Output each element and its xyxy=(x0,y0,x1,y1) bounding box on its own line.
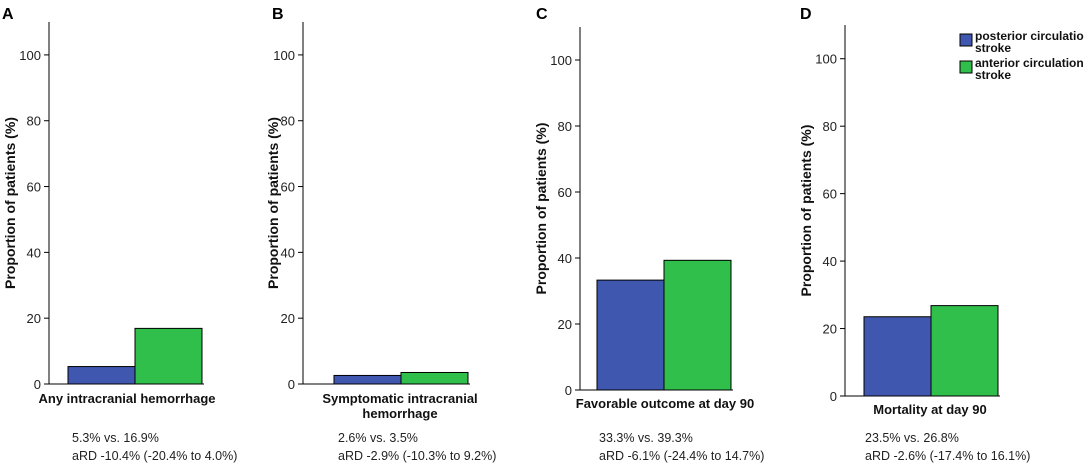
legend-label-anterior-line2: stroke xyxy=(975,68,1011,82)
panel-d-ytick-label-100: 100 xyxy=(815,52,837,67)
panel-b-bar-posterior xyxy=(333,374,402,385)
panel-b-ytick-label-80: 80 xyxy=(281,114,295,129)
panel-d-ytick-label-0: 0 xyxy=(830,389,837,404)
panel-d-ylabel: Proportion of patients (%) xyxy=(798,125,814,297)
panel-c-bar-anterior xyxy=(663,259,732,391)
panel-c-letter: C xyxy=(536,6,548,23)
panel-a-note-1: 5.3% vs. 16.9% xyxy=(72,431,159,445)
panel-a-ylabel: Proportion of patients (%) xyxy=(2,117,18,289)
panel-c-ytick-label-80: 80 xyxy=(558,119,572,134)
panel-d-ytick-label-40: 40 xyxy=(823,254,837,269)
panel-c-note-1: 33.3% vs. 39.3% xyxy=(599,431,693,445)
panel-b-ytick-label-0: 0 xyxy=(288,377,295,392)
panel-c-ylabel: Proportion of patients (%) xyxy=(533,123,549,295)
panel-d-note-2: aRD -2.6% (-17.4% to 16.1%) xyxy=(865,449,1030,463)
panel-c-ytick-label-40: 40 xyxy=(558,251,572,266)
panel-b-letter: B xyxy=(272,6,284,23)
panel-a-ytick-label-60: 60 xyxy=(27,180,41,195)
panel-d-letter: D xyxy=(800,6,812,23)
panel-d-ytick-label-20: 20 xyxy=(823,322,837,337)
panel-a-bar-anterior xyxy=(134,327,203,385)
panel-a-ytick-label-0: 0 xyxy=(34,377,41,392)
panel-b-ytick-label-60: 60 xyxy=(281,180,295,195)
legend-label-posterior-line2: stroke xyxy=(975,41,1011,55)
panel-c-bar-posterior xyxy=(596,279,665,391)
panel-d-ytick-label-80: 80 xyxy=(823,119,837,134)
panel-a-note-2: aRD -10.4% (-20.4% to 4.0%) xyxy=(72,449,237,463)
panel-c-ytick-label-100: 100 xyxy=(550,53,572,68)
panel-b-ytick-label-40: 40 xyxy=(281,245,295,260)
panel-c-ytick-label-60: 60 xyxy=(558,185,572,200)
panel-d-bar-posterior xyxy=(863,316,932,397)
panel-b-ytick-label-20: 20 xyxy=(281,311,295,326)
panel-d-bar-anterior xyxy=(930,305,999,397)
panel-a-bar-posterior xyxy=(67,366,136,385)
panel-a-ytick-label-40: 40 xyxy=(27,245,41,260)
panel-a-xlabel: Any intracranial hemorrhage xyxy=(39,391,216,406)
legend-label-posterior-line1: posterior circulation xyxy=(975,29,1084,43)
panel-b-bar-anterior xyxy=(400,371,469,385)
panel-b-note-1: 2.6% vs. 3.5% xyxy=(338,431,418,445)
legend-swatch-anterior xyxy=(959,60,973,74)
legend-label-anterior-line1: anterior circulation xyxy=(975,56,1084,70)
panel-d-note-1: 23.5% vs. 26.8% xyxy=(865,431,959,445)
panel-c-note-2: aRD -6.1% (-24.4% to 14.7%) xyxy=(599,449,764,463)
panel-b-ytick-label-100: 100 xyxy=(273,48,295,63)
panel-b-ylabel: Proportion of patients (%) xyxy=(265,117,281,289)
panel-a-letter: A xyxy=(2,6,14,23)
panel-a-ytick-label-80: 80 xyxy=(27,114,41,129)
panel-b-note-2: aRD -2.9% (-10.3% to 9.2%) xyxy=(338,449,496,463)
panel-d-xlabel: Mortality at day 90 xyxy=(873,402,986,417)
legend-swatch-posterior xyxy=(959,33,973,47)
panel-c-ytick-label-0: 0 xyxy=(565,383,572,398)
panel-c-xlabel: Favorable outcome at day 90 xyxy=(576,396,754,411)
panel-b-xlabel: Symptomatic intracranial hemorrhage xyxy=(322,391,477,421)
panel-a-ytick-label-20: 20 xyxy=(27,311,41,326)
panel-d-ytick-label-60: 60 xyxy=(823,187,837,202)
panel-c-ytick-label-20: 20 xyxy=(558,317,572,332)
panel-a-ytick-label-100: 100 xyxy=(19,48,41,63)
